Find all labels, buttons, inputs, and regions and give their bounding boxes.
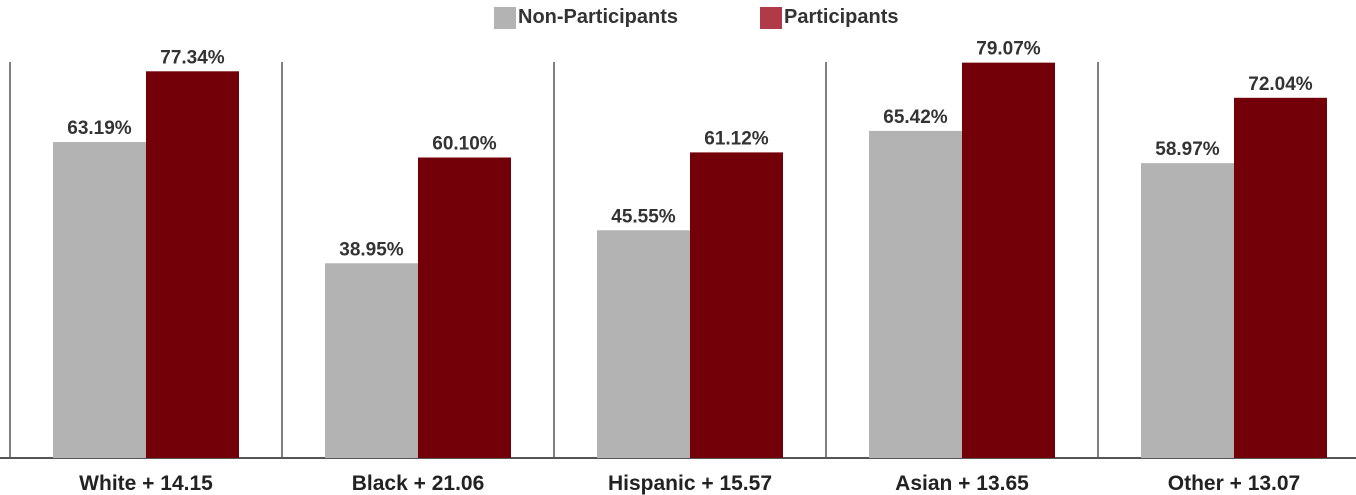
data-label: 65.42%: [883, 107, 948, 128]
data-label: 77.34%: [160, 47, 225, 68]
legend-label-non-participants: Non-Participants: [518, 6, 679, 28]
data-label: 79.07%: [976, 39, 1041, 60]
legend-swatch-participants: [760, 6, 782, 29]
data-label: 72.04%: [1248, 74, 1313, 95]
bar-non-participants: [597, 230, 690, 458]
legend-item-participants: Participants: [760, 6, 898, 29]
category-label: White + 14.15: [79, 472, 213, 495]
data-label: 63.19%: [67, 118, 132, 139]
bar-participants: [1234, 97, 1327, 459]
bar-non-participants: [53, 142, 146, 459]
bar-participants: [690, 152, 783, 458]
legend-swatch-non-participants: [494, 6, 516, 29]
legend-label-participants: Participants: [784, 6, 899, 28]
legend: Non-Participants Participants: [0, 6, 1356, 34]
data-label: 60.10%: [432, 134, 497, 155]
bar-non-participants: [869, 130, 962, 458]
legend-item-non-participants: Non-Participants: [494, 6, 678, 29]
category-label: Hispanic + 15.57: [608, 472, 772, 495]
data-label: 38.95%: [339, 239, 404, 260]
bar-participants: [418, 157, 511, 458]
bar-participants: [146, 71, 239, 459]
category-label: Other + 13.07: [1168, 472, 1301, 495]
category-label: Asian + 13.65: [895, 472, 1029, 495]
bar-non-participants: [1141, 163, 1234, 458]
data-label: 45.55%: [611, 206, 676, 227]
bar-participants: [962, 62, 1055, 459]
category-label: Black + 21.06: [352, 472, 485, 495]
data-label: 58.97%: [1155, 139, 1220, 160]
bar-non-participants: [325, 263, 418, 458]
data-label: 61.12%: [704, 128, 769, 149]
